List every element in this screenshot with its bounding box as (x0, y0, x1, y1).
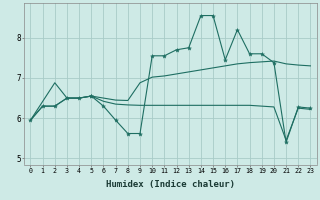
X-axis label: Humidex (Indice chaleur): Humidex (Indice chaleur) (106, 180, 235, 189)
